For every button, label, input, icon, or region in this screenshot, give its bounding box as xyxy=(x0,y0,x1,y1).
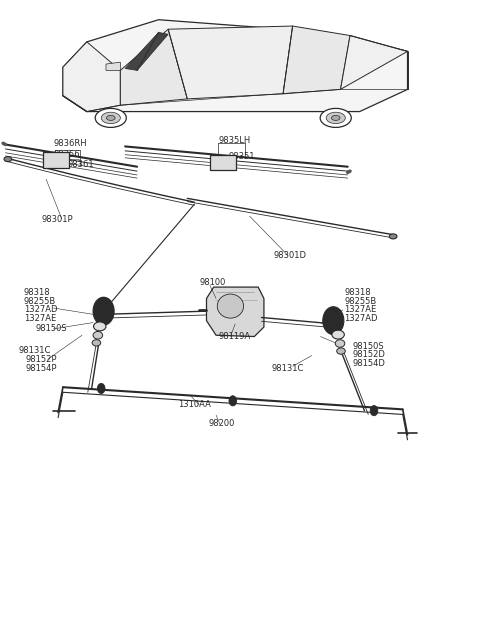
Ellipse shape xyxy=(4,157,12,162)
Ellipse shape xyxy=(92,340,101,346)
Text: 98200: 98200 xyxy=(209,420,235,429)
Text: 98152P: 98152P xyxy=(25,355,57,364)
Text: 98131C: 98131C xyxy=(271,364,303,373)
Polygon shape xyxy=(125,32,168,70)
Text: 98301P: 98301P xyxy=(41,215,73,224)
Text: 1327AD: 1327AD xyxy=(24,305,57,314)
Text: 98131C: 98131C xyxy=(19,346,51,355)
Polygon shape xyxy=(340,36,408,90)
Ellipse shape xyxy=(95,109,126,128)
Circle shape xyxy=(229,396,237,406)
Circle shape xyxy=(370,406,378,416)
Polygon shape xyxy=(168,26,293,99)
FancyBboxPatch shape xyxy=(43,152,69,168)
Text: 98318: 98318 xyxy=(344,288,371,297)
Ellipse shape xyxy=(335,340,345,347)
Ellipse shape xyxy=(336,348,345,354)
Text: 1327AE: 1327AE xyxy=(344,305,377,314)
Ellipse shape xyxy=(107,116,115,121)
Text: 9836RH: 9836RH xyxy=(53,140,87,149)
Text: 98318: 98318 xyxy=(24,288,50,297)
Polygon shape xyxy=(63,20,408,112)
Text: 98154D: 98154D xyxy=(353,359,386,368)
Text: 1327AE: 1327AE xyxy=(24,314,56,323)
Text: 98100: 98100 xyxy=(199,278,226,287)
Polygon shape xyxy=(106,62,120,70)
Polygon shape xyxy=(206,287,264,337)
Circle shape xyxy=(327,312,339,329)
Ellipse shape xyxy=(94,322,106,331)
Ellipse shape xyxy=(332,330,344,339)
Ellipse shape xyxy=(217,294,243,318)
Circle shape xyxy=(93,297,114,325)
Text: 98152D: 98152D xyxy=(353,351,386,359)
Circle shape xyxy=(97,303,110,319)
Ellipse shape xyxy=(331,116,340,121)
Text: 1327AD: 1327AD xyxy=(344,314,378,323)
Text: 98301D: 98301D xyxy=(274,251,307,260)
Text: 98150S: 98150S xyxy=(35,324,67,333)
Text: 98255B: 98255B xyxy=(24,297,56,305)
Text: 98150S: 98150S xyxy=(353,342,384,351)
Text: 98351: 98351 xyxy=(228,152,255,161)
Text: 1310AA: 1310AA xyxy=(178,401,211,410)
Ellipse shape xyxy=(320,109,351,128)
Text: 98119A: 98119A xyxy=(218,332,251,341)
FancyBboxPatch shape xyxy=(210,155,236,170)
Polygon shape xyxy=(120,29,187,105)
Ellipse shape xyxy=(93,331,103,339)
Circle shape xyxy=(323,307,344,335)
Ellipse shape xyxy=(326,112,345,124)
Text: 98255B: 98255B xyxy=(344,297,377,305)
Text: 98154P: 98154P xyxy=(25,364,57,373)
Ellipse shape xyxy=(101,112,120,124)
Polygon shape xyxy=(63,42,120,112)
Circle shape xyxy=(97,384,105,394)
Ellipse shape xyxy=(389,234,397,239)
Text: 98361: 98361 xyxy=(68,160,95,170)
Text: 9835LH: 9835LH xyxy=(218,136,251,145)
Text: 98356: 98356 xyxy=(53,150,80,159)
Polygon shape xyxy=(283,26,350,94)
